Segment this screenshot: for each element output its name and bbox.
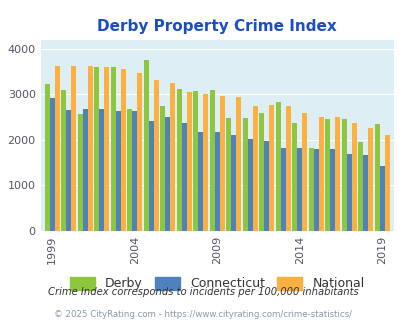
Bar	[132, 111, 137, 231]
Bar	[115, 111, 120, 231]
Bar	[301, 113, 307, 231]
Bar	[219, 96, 224, 231]
Bar	[104, 67, 109, 231]
Bar	[176, 89, 181, 231]
Bar	[335, 117, 339, 231]
Bar	[181, 123, 186, 231]
Bar	[259, 113, 264, 231]
Bar	[160, 106, 165, 231]
Bar	[143, 60, 148, 231]
Bar	[127, 109, 132, 231]
Bar	[214, 132, 219, 231]
Bar	[379, 166, 384, 231]
Bar	[247, 139, 252, 231]
Bar	[275, 102, 280, 231]
Bar	[165, 117, 170, 231]
Bar	[358, 142, 362, 231]
Bar	[318, 116, 323, 231]
Bar	[198, 132, 202, 231]
Bar	[87, 66, 92, 231]
Bar	[55, 66, 60, 231]
Bar	[362, 155, 367, 231]
Bar	[324, 119, 329, 231]
Bar	[186, 91, 191, 231]
Bar	[292, 123, 296, 231]
Bar	[94, 67, 99, 231]
Bar	[45, 84, 49, 231]
Bar	[341, 119, 346, 231]
Bar	[153, 80, 158, 231]
Bar	[264, 141, 269, 231]
Bar	[209, 90, 214, 231]
Bar	[71, 66, 76, 231]
Bar	[346, 154, 351, 231]
Bar	[296, 148, 301, 231]
Bar	[77, 114, 83, 231]
Bar	[242, 118, 247, 231]
Bar	[99, 109, 104, 231]
Bar	[351, 123, 356, 231]
Text: © 2025 CityRating.com - https://www.cityrating.com/crime-statistics/: © 2025 CityRating.com - https://www.city…	[54, 310, 351, 319]
Bar	[226, 118, 231, 231]
Text: Crime Index corresponds to incidents per 100,000 inhabitants: Crime Index corresponds to incidents per…	[47, 287, 358, 297]
Bar	[193, 91, 198, 231]
Bar	[384, 135, 389, 231]
Bar	[252, 106, 257, 231]
Bar	[49, 98, 55, 231]
Bar	[83, 109, 87, 231]
Bar	[285, 106, 290, 231]
Bar	[269, 105, 273, 231]
Bar	[120, 69, 125, 231]
Bar	[202, 94, 208, 231]
Bar	[66, 110, 71, 231]
Bar	[329, 149, 335, 231]
Title: Derby Property Crime Index: Derby Property Crime Index	[97, 19, 336, 34]
Bar	[111, 67, 115, 231]
Bar	[374, 124, 379, 231]
Bar	[61, 90, 66, 231]
Bar	[313, 149, 318, 231]
Bar	[308, 148, 313, 231]
Bar	[367, 128, 372, 231]
Bar	[137, 73, 142, 231]
Bar	[170, 83, 175, 231]
Legend: Derby, Connecticut, National: Derby, Connecticut, National	[64, 272, 369, 295]
Bar	[280, 148, 285, 231]
Bar	[148, 121, 153, 231]
Bar	[236, 97, 241, 231]
Bar	[231, 135, 236, 231]
